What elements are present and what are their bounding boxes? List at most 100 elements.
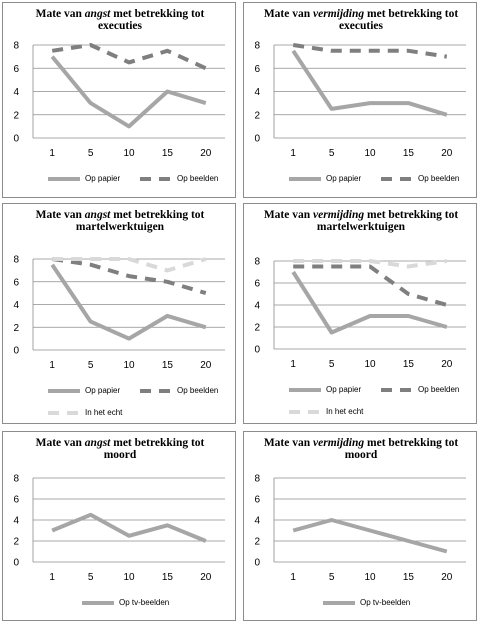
- chart-title-line-2: martelwerktuigen: [316, 221, 406, 233]
- legend-swatch: [140, 388, 172, 393]
- chart-title-emphasis: angst: [84, 8, 111, 20]
- y-tick-label: 8: [13, 474, 19, 485]
- x-tick-label: 5: [88, 148, 94, 159]
- chart-panel: Mate van angst met betrekking tot moord 0 2…: [2, 431, 236, 621]
- series-line-op-papier: [50, 263, 207, 341]
- legend-swatch: [48, 388, 80, 393]
- y-tick-label: 8: [254, 257, 260, 268]
- chart-title-emphasis: vermijding: [313, 437, 365, 449]
- legend-swatch: [82, 600, 114, 605]
- chart-title-emphasis: vermijding: [313, 8, 365, 20]
- x-tick-label: 15: [403, 359, 415, 370]
- x-tick-label: 20: [441, 148, 453, 159]
- legend-item: Op beelden: [139, 386, 218, 395]
- x-tick-label: 10: [364, 359, 376, 370]
- series-line-op-beelden: [292, 43, 448, 59]
- chart-legend: Op papier Op beelden: [3, 174, 237, 196]
- legend-label: Op papier: [85, 174, 121, 183]
- y-tick-label: 8: [254, 474, 260, 485]
- x-tick-label: 15: [162, 148, 174, 159]
- x-tick-label: 15: [403, 148, 415, 159]
- chart-title-post: met betrekking tot: [110, 437, 205, 449]
- legend-item: Op papier: [288, 174, 361, 183]
- legend-swatch: [381, 176, 413, 181]
- x-tick-label: 15: [162, 360, 174, 371]
- y-tick-label: 0: [254, 558, 260, 569]
- y-tick-label: 4: [254, 301, 260, 312]
- x-tick-label: 10: [364, 148, 376, 159]
- y-tick-label: 6: [13, 495, 19, 506]
- legend-item: Op tv-beelden: [81, 598, 169, 607]
- legend-item: Op beelden: [380, 174, 459, 183]
- legend-swatch: [289, 176, 321, 181]
- y-tick-label: 4: [254, 87, 260, 98]
- y-tick-label: 2: [254, 323, 260, 334]
- chart-title-post: met betrekking tot: [110, 209, 205, 221]
- legend-label: Op beelden: [177, 386, 219, 395]
- chart-title-line-1: Mate van vermijding met betrekking tot: [244, 8, 478, 20]
- y-tick-label: 6: [13, 64, 19, 75]
- x-tick-label: 1: [290, 359, 296, 370]
- chart-title-pre: Mate van: [263, 8, 314, 20]
- chart-title: Mate van vermijding met betrekking tot mo…: [244, 437, 478, 461]
- x-tick-label: 5: [329, 148, 335, 159]
- legend-item: Op papier: [288, 385, 361, 394]
- x-tick-label: 10: [123, 360, 135, 371]
- chart-panel: Mate van vermijding met betrekking tot mo…: [243, 431, 477, 621]
- x-tick-label: 5: [329, 572, 335, 583]
- y-tick-label: 8: [13, 41, 19, 52]
- legend-item: Op beelden: [139, 174, 218, 183]
- chart-title-post: met betrekking tot: [110, 8, 205, 20]
- legend-label: Op beelden: [418, 385, 460, 394]
- legend-swatch: [289, 387, 321, 392]
- chart-title-pre: Mate van: [35, 209, 85, 221]
- legend-swatch: [48, 176, 80, 181]
- chart-title-pre: Mate van: [35, 437, 85, 449]
- y-tick-label: 8: [13, 255, 19, 266]
- chart-panel: Mate van vermijding met betrekking tot ma…: [243, 203, 477, 424]
- chart-legend: Op tv-beelden: [3, 598, 237, 620]
- legend-swatch: [48, 410, 80, 415]
- chart-title-emphasis: angst: [84, 437, 111, 449]
- chart-title-line-2: moord: [344, 449, 378, 461]
- y-tick-label: 4: [13, 300, 19, 311]
- x-tick-label: 10: [123, 148, 135, 159]
- legend-swatch: [323, 600, 355, 605]
- y-tick-label: 2: [13, 537, 19, 548]
- chart-legend: Op papier Op beelden: [244, 174, 478, 196]
- x-tick-label: 20: [200, 572, 212, 583]
- y-tick-label: 6: [13, 277, 19, 288]
- x-tick-label: 15: [162, 572, 174, 583]
- y-tick-label: 0: [13, 134, 19, 145]
- x-tick-label: 15: [403, 572, 415, 583]
- series-line-op-papier: [291, 49, 448, 117]
- y-tick-label: 0: [13, 346, 19, 357]
- series-line-op-tv-beelden: [51, 512, 207, 543]
- series-line-in-het-echt: [52, 257, 207, 273]
- series-line-op-beelden: [51, 257, 207, 296]
- series-line-op-papier: [50, 55, 207, 129]
- x-tick-label: 5: [88, 360, 94, 371]
- legend-item: In het echt: [288, 407, 363, 416]
- y-tick-label: 6: [254, 495, 260, 506]
- x-tick-label: 10: [364, 572, 376, 583]
- chart-legend: Op tv-beelden: [244, 598, 478, 620]
- legend-swatch: [140, 176, 172, 181]
- y-tick-label: 6: [254, 64, 260, 75]
- legend-label: Op beelden: [418, 174, 460, 183]
- legend-swatch: [381, 387, 413, 392]
- y-tick-label: 4: [13, 516, 19, 527]
- y-tick-label: 0: [13, 558, 19, 569]
- chart-title-emphasis: vermijding: [313, 209, 365, 221]
- chart-title: Mate van angst met betrekking tot martelw…: [3, 209, 237, 233]
- legend-label: Op beelden: [177, 174, 219, 183]
- y-tick-label: 4: [13, 87, 19, 98]
- series-line-op-papier: [291, 270, 448, 335]
- legend-item: Op tv-beelden: [322, 598, 410, 607]
- legend-item: In het echt: [47, 408, 122, 417]
- x-tick-label: 5: [88, 572, 94, 583]
